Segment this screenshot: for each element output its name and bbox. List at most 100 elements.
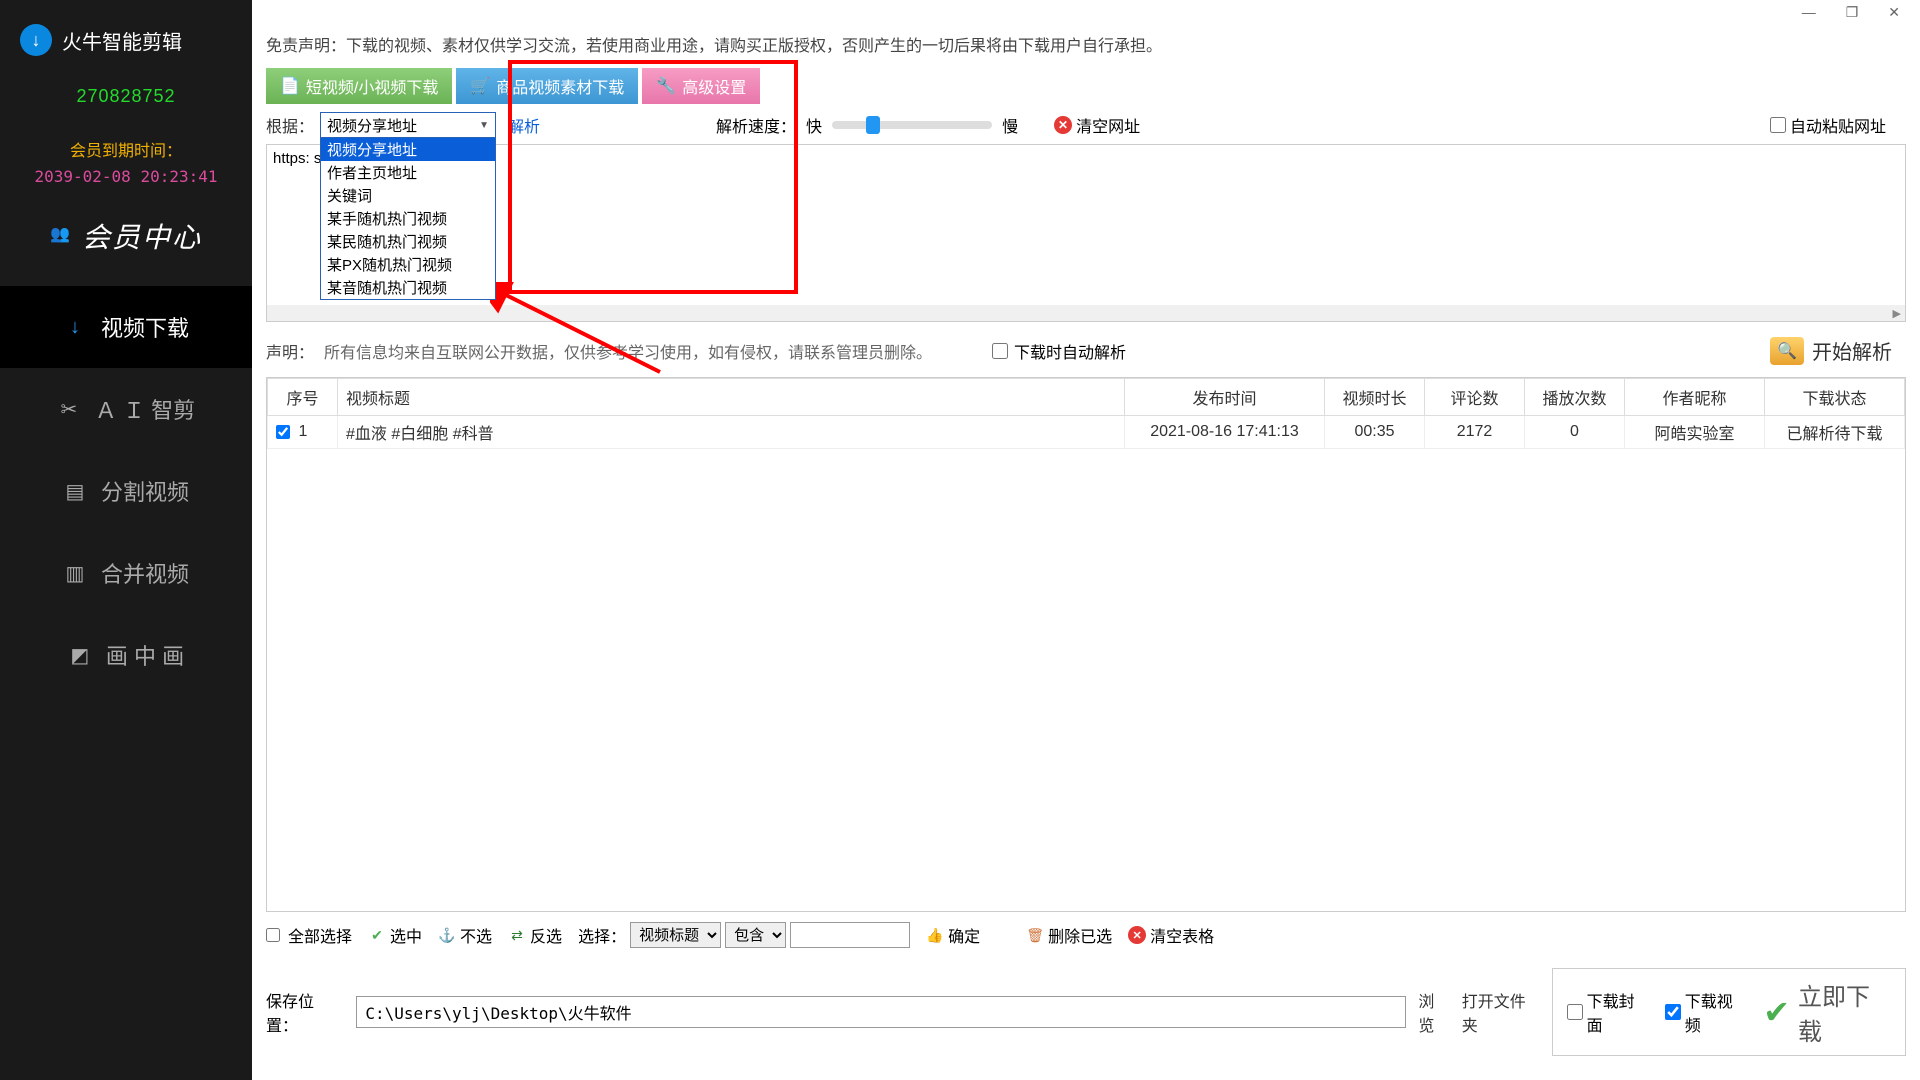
by-label: 根据：	[266, 113, 314, 137]
nav-label: Ａ Ｉ 智剪	[95, 393, 195, 425]
dl-cover-checkbox[interactable]: 下载封面	[1567, 988, 1649, 1036]
start-parse-button[interactable]: 🔍 开始解析	[1770, 336, 1892, 365]
table-header-row: 序号视频标题发布时间视频时长评论数播放次数作者昵称下载状态	[268, 379, 1905, 416]
nav-item-split[interactable]: ▤分割视频	[0, 450, 252, 532]
cell-title: #血液 #白细胞 #科普	[338, 416, 1125, 449]
tab-product-video[interactable]: 🛒商品视频素材下载	[456, 68, 638, 104]
dl-video-checkbox[interactable]: 下载视频	[1665, 988, 1747, 1036]
open-folder-button[interactable]: 打开文件夹	[1462, 988, 1540, 1036]
dropdown-option[interactable]: 视频分享地址	[321, 138, 495, 161]
choose-label: 选择：	[578, 923, 626, 947]
download-panel: 下载封面 下载视频 ✔ 立即下载	[1552, 968, 1906, 1056]
auto-paste-input[interactable]	[1770, 117, 1786, 133]
nav-item-download[interactable]: ↓视频下载	[0, 286, 252, 368]
table-header[interactable]: 视频时长	[1325, 379, 1425, 416]
url-textarea[interactable]: https: soon/s/IdhVC3JWp18/ ▶	[266, 144, 1906, 322]
unselect-button[interactable]: ⚓ 不选	[438, 923, 492, 947]
nav-label: 视频下载	[101, 311, 189, 343]
dropdown-option[interactable]: 某手随机热门视频	[321, 207, 495, 230]
tab-label: 高级设置	[682, 74, 746, 98]
speed-slow: 慢	[1002, 113, 1018, 137]
check-icon: ✔	[368, 926, 386, 944]
nav-label: 分割视频	[101, 475, 189, 507]
select-all-checkbox[interactable]: 全部选择	[266, 923, 352, 947]
tab-advanced[interactable]: 🔧高级设置	[642, 68, 760, 104]
window-max-icon[interactable]: ❐	[1846, 4, 1859, 21]
sidebar: ↓ 火牛智能剪辑 270828752 会员到期时间： 2039-02-08 20…	[0, 0, 252, 1080]
sidebar-header: ↓ 火牛智能剪辑	[0, 0, 252, 68]
dropdown-list: 视频分享地址作者主页地址关键词某手随机热门视频某民随机热门视频某PX随机热门视频…	[320, 138, 496, 300]
app-name: 火牛智能剪辑	[62, 26, 182, 55]
scrollbar[interactable]: ▶	[267, 305, 1905, 321]
nav-item-merge[interactable]: ▥合并视频	[0, 532, 252, 614]
clear-url-button[interactable]: ✕ 清空网址	[1054, 113, 1140, 137]
dl-cover-label: 下载封面	[1587, 988, 1649, 1036]
titlebar: — ❐ ✕	[252, 0, 1920, 24]
table-header[interactable]: 评论数	[1425, 379, 1525, 416]
dropdown-option[interactable]: 某民随机热门视频	[321, 230, 495, 253]
table-header[interactable]: 播放次数	[1525, 379, 1625, 416]
invert-button[interactable]: ⇄ 反选	[508, 923, 562, 947]
download-now-label: 立即下载	[1798, 977, 1891, 1047]
tab-label: 短视频/小视频下载	[306, 74, 438, 98]
select-button[interactable]: ✔ 选中	[368, 923, 422, 947]
nav-item-pip[interactable]: ◩画 中 画	[0, 614, 252, 696]
download-now-button[interactable]: ✔ 立即下载	[1763, 977, 1891, 1047]
choose-field-select[interactable]: 视频标题	[630, 922, 721, 948]
slider-thumb[interactable]	[866, 116, 880, 134]
speed-slider[interactable]	[832, 121, 992, 129]
cell-status: 已解析待下载	[1765, 416, 1905, 449]
select-all-label: 全部选择	[288, 923, 352, 947]
expire-block: 会员到期时间： 2039-02-08 20:23:41	[0, 137, 252, 186]
clear-url-label: 清空网址	[1076, 113, 1140, 137]
table-header[interactable]: 视频标题	[338, 379, 1125, 416]
delete-selected-button[interactable]: 🗑 删除已选	[1026, 923, 1112, 947]
dropdown-option[interactable]: 某PX随机热门视频	[321, 253, 495, 276]
magnifier-icon: 🔍	[1770, 337, 1804, 365]
table-header[interactable]: 作者昵称	[1625, 379, 1765, 416]
controls-row: 根据： 视频分享地址 ▼ 视频分享地址作者主页地址关键词某手随机热门视频某民随机…	[252, 112, 1920, 138]
nav-label: 合并视频	[101, 557, 189, 589]
window-close-icon[interactable]: ✕	[1888, 4, 1900, 21]
unselect-label: 不选	[460, 923, 492, 947]
choose-field-group: 选择： 视频标题 包含	[578, 922, 910, 948]
table-header[interactable]: 下载状态	[1765, 379, 1905, 416]
dropdown-display[interactable]: 视频分享地址 ▼	[320, 112, 496, 138]
invert-label: 反选	[530, 923, 562, 947]
browse-button[interactable]: 浏览	[1418, 988, 1449, 1036]
table-header[interactable]: 发布时间	[1125, 379, 1325, 416]
window-min-icon[interactable]: —	[1802, 4, 1816, 20]
parse-link[interactable]: 解析	[508, 113, 540, 137]
thumb-icon: 👍	[926, 926, 944, 944]
nav-item-ai-cut[interactable]: ✂ Ａ Ｉ 智剪	[0, 368, 252, 450]
table-header[interactable]: 序号	[268, 379, 338, 416]
swap-icon: ⇄	[508, 926, 526, 944]
select-all-input[interactable]	[266, 928, 280, 942]
auto-parse-checkbox[interactable]: 下载时自动解析	[992, 339, 1126, 363]
auto-parse-input[interactable]	[992, 343, 1008, 359]
confirm-button[interactable]: 👍 确定	[926, 923, 980, 947]
filter-input[interactable]	[790, 922, 910, 948]
dropdown-option[interactable]: 作者主页地址	[321, 161, 495, 184]
start-parse-label: 开始解析	[1812, 336, 1892, 365]
note-text: 所有信息均来自互联网公开数据，仅供参考学习使用，如有侵权，请联系管理员删除。	[324, 339, 932, 363]
delete-selected-label: 删除已选	[1048, 923, 1112, 947]
contain-select[interactable]: 包含	[725, 922, 786, 948]
source-dropdown[interactable]: 视频分享地址 ▼ 视频分享地址作者主页地址关键词某手随机热门视频某民随机热门视频…	[320, 112, 496, 138]
dl-cover-input[interactable]	[1567, 1004, 1583, 1020]
confirm-label: 确定	[948, 923, 980, 947]
clear-table-button[interactable]: ✕ 清空表格	[1128, 923, 1214, 947]
dl-video-input[interactable]	[1665, 1004, 1681, 1020]
tab-short-video[interactable]: 📄短视频/小视频下载	[266, 68, 452, 104]
save-path-input[interactable]	[356, 996, 1406, 1028]
dropdown-option[interactable]: 关键词	[321, 184, 495, 207]
download-icon: ✔	[1763, 993, 1790, 1031]
member-center[interactable]: 👥 会员中心	[0, 216, 252, 256]
row-checkbox[interactable]	[276, 425, 290, 439]
table-row[interactable]: 1 #血液 #白细胞 #科普 2021-08-16 17:41:13 00:35…	[268, 416, 1905, 449]
cell-author: 阿皓实验室	[1625, 416, 1765, 449]
cell-pub: 2021-08-16 17:41:13	[1125, 416, 1325, 449]
ai-cut-icon: ✂	[57, 397, 81, 421]
dropdown-option[interactable]: 某音随机热门视频	[321, 276, 495, 299]
auto-paste-checkbox[interactable]: 自动粘贴网址	[1770, 113, 1886, 137]
